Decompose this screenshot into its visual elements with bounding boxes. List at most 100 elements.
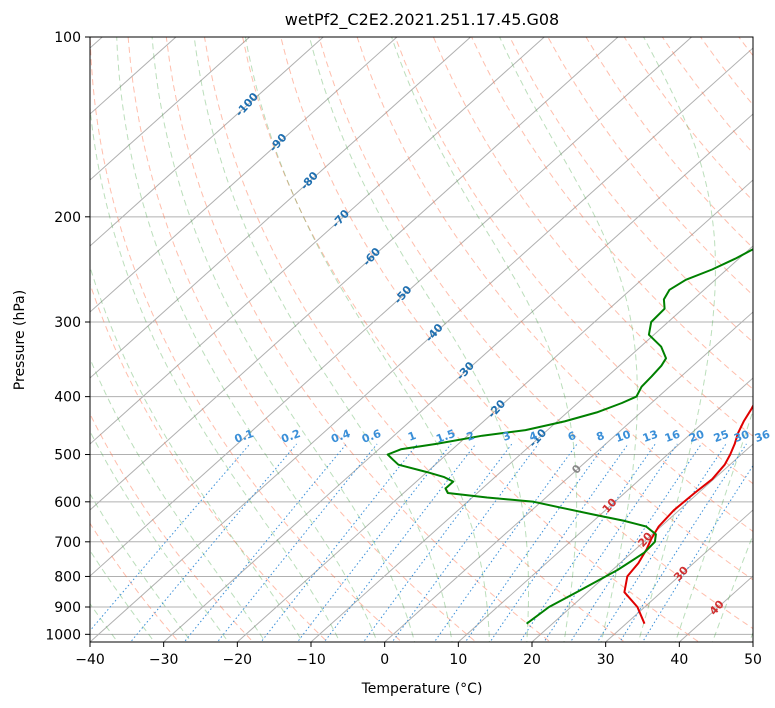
isotherm-line bbox=[457, 377, 753, 642]
x-tick-label: 50 bbox=[744, 652, 762, 668]
x-tick-label: 20 bbox=[523, 652, 541, 668]
y-tick-label: 900 bbox=[54, 600, 81, 616]
isotherm-line bbox=[90, 37, 398, 313]
mixing-ratio-line bbox=[619, 443, 747, 642]
background-lines bbox=[90, 37, 753, 642]
isotherm-line bbox=[90, 37, 619, 511]
dry-adiabat bbox=[127, 37, 477, 642]
dry-adiabat bbox=[432, 37, 753, 437]
dry-adiabat bbox=[356, 37, 753, 533]
mixing-ratio-label: 16 bbox=[663, 428, 682, 446]
isotherm-line bbox=[90, 37, 324, 247]
y-tick-label: 400 bbox=[54, 390, 81, 406]
dry-adiabat bbox=[700, 37, 753, 106]
mixing-ratio-line bbox=[216, 443, 378, 642]
moist-adiabat bbox=[637, 37, 716, 642]
dry-adiabat bbox=[90, 282, 329, 642]
isotherm-line bbox=[90, 37, 545, 445]
x-tick-label: −20 bbox=[223, 652, 253, 668]
isotherm-line bbox=[531, 443, 753, 642]
chart-title: wetPf2_C2E2.2021.251.17.45.G08 bbox=[285, 10, 559, 30]
y-tick-label: 800 bbox=[54, 569, 81, 585]
mixing-ratio-line bbox=[391, 443, 539, 642]
mixing-ratio-label: 4 bbox=[527, 429, 539, 444]
isotherm-line bbox=[90, 47, 753, 642]
moist-adiabat bbox=[711, 533, 753, 642]
moist-adiabat bbox=[90, 602, 119, 642]
moist-adiabat bbox=[309, 37, 529, 642]
mixing-ratio-label: 25 bbox=[712, 428, 731, 445]
dry-adiabat bbox=[471, 37, 753, 390]
dry-adiabat bbox=[90, 37, 403, 642]
mixing-ratio-line bbox=[183, 443, 347, 642]
mixing-ratio-label: 6 bbox=[566, 429, 578, 444]
x-tick-label: −30 bbox=[149, 652, 179, 668]
mixing-ratio-label: 13 bbox=[641, 428, 660, 445]
x-tick-label: 10 bbox=[449, 652, 467, 668]
x-tick-label: 30 bbox=[597, 652, 615, 668]
mixing-ratio-label: 2 bbox=[465, 429, 477, 444]
moist-adiabat bbox=[499, 37, 638, 642]
y-tick-label: 300 bbox=[54, 315, 81, 331]
isotherm-line bbox=[678, 575, 753, 642]
mixing-ratio-line bbox=[543, 443, 678, 642]
mixing-ratio-label: 3 bbox=[501, 429, 513, 444]
isotherm-line bbox=[605, 509, 753, 642]
dry-adiabat bbox=[318, 37, 753, 581]
mixing-ratio-label: 10 bbox=[614, 428, 633, 446]
y-tick-label: 200 bbox=[54, 210, 81, 226]
x-axis-label: Temperature (°C) bbox=[361, 681, 483, 697]
mixing-ratio-label: 0.1 bbox=[233, 427, 256, 446]
dry-adiabat bbox=[394, 37, 753, 485]
moist-adiabat bbox=[244, 37, 490, 642]
moist-adiabat bbox=[391, 37, 578, 642]
isotherm-line bbox=[310, 245, 753, 642]
axis-ticks: −40 −30 −20 −10 0 10 20 30 40 5010020030040050060… bbox=[45, 30, 762, 668]
isotherm-line bbox=[90, 37, 692, 577]
x-tick-label: −10 bbox=[296, 652, 326, 668]
isotherm-line bbox=[384, 311, 753, 642]
moist-adiabat bbox=[90, 103, 341, 642]
mixing-ratio-line bbox=[569, 443, 702, 642]
isotherm-line bbox=[236, 179, 753, 642]
mixing-ratio-line bbox=[323, 443, 477, 642]
isotherm-line bbox=[163, 113, 753, 642]
isotherm-label: -100 bbox=[233, 90, 261, 119]
y-tick-label: 1000 bbox=[45, 627, 81, 643]
plot-frame bbox=[89, 36, 754, 643]
y-tick-label: 600 bbox=[54, 495, 81, 511]
y-tick-label: 100 bbox=[54, 30, 81, 46]
mixing-ratio-line bbox=[596, 443, 727, 642]
x-tick-label: 0 bbox=[380, 652, 389, 668]
dry-adiabat bbox=[90, 522, 180, 642]
mixing-ratio-label: 0.4 bbox=[329, 427, 352, 446]
y-tick-label: 500 bbox=[54, 448, 81, 464]
moist-adiabat bbox=[90, 357, 266, 642]
mixing-ratio-line bbox=[90, 443, 251, 632]
moist-adiabat bbox=[674, 409, 753, 642]
temperature-profile bbox=[623, 403, 753, 625]
dry-adiabat bbox=[165, 37, 552, 642]
mixing-ratio-line bbox=[260, 443, 418, 642]
mixing-ratio-line bbox=[642, 464, 753, 642]
dry-adiabat bbox=[90, 412, 254, 642]
mixing-ratio-label: 8 bbox=[595, 429, 607, 444]
moist-adiabat bbox=[748, 631, 753, 642]
y-tick-label: 700 bbox=[54, 535, 81, 551]
sounding-profiles bbox=[386, 248, 753, 625]
mixing-ratio-line bbox=[464, 443, 606, 642]
dry-adiabat bbox=[242, 37, 700, 642]
mixing-ratio-label: 30 bbox=[732, 428, 751, 446]
mixing-ratio-label: 20 bbox=[687, 428, 706, 446]
moist-adiabat bbox=[90, 492, 192, 642]
moist-adiabat bbox=[90, 549, 156, 642]
isotherm-line bbox=[90, 37, 471, 379]
x-tick-label: −40 bbox=[75, 652, 105, 668]
dry-adiabat bbox=[509, 37, 753, 343]
mixing-ratio-label: 0.6 bbox=[360, 427, 383, 446]
isotherm-line bbox=[752, 641, 753, 642]
dewpoint-profile bbox=[386, 248, 753, 625]
mixing-ratio-label: 36 bbox=[753, 428, 772, 446]
dry-adiabat bbox=[204, 37, 626, 642]
y-axis-label: Pressure (hPa) bbox=[12, 290, 28, 390]
